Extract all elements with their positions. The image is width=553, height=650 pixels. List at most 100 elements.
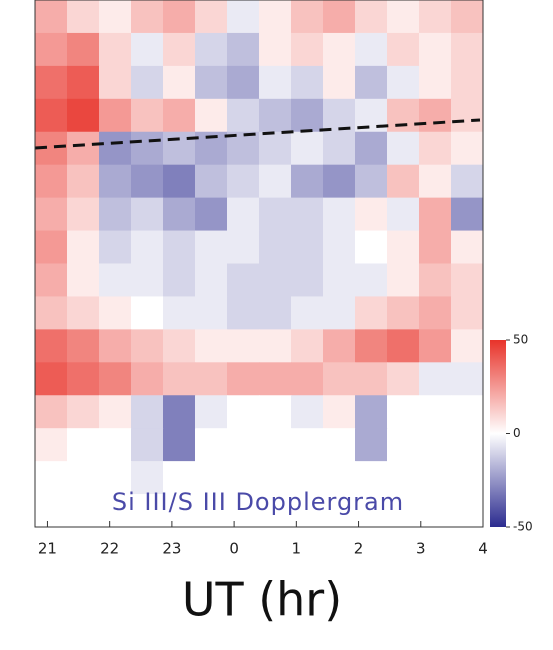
heatmap-cell	[195, 263, 228, 297]
heatmap-cell	[323, 329, 356, 363]
heatmap-cell	[67, 494, 100, 528]
heatmap-cell	[35, 395, 68, 429]
heatmap-cell	[131, 164, 164, 199]
heatmap-cell	[451, 0, 484, 34]
heatmap-cell	[291, 197, 324, 232]
heatmap-cell	[35, 32, 68, 67]
heatmap-cell	[355, 329, 388, 363]
heatmap-cell	[163, 494, 196, 528]
heatmap-cell	[291, 263, 324, 297]
heatmap-cell	[291, 362, 324, 396]
heatmap-cell	[195, 362, 228, 396]
heatmap-cell	[323, 98, 356, 133]
heatmap-cell	[323, 461, 356, 495]
heatmap-cell	[323, 131, 356, 166]
heatmap-cell	[323, 428, 356, 462]
heatmap-cell	[131, 395, 164, 429]
heatmap-cell	[227, 0, 260, 34]
heatmap-cell	[67, 131, 100, 166]
heatmap-cell	[35, 296, 68, 330]
heatmap-cell	[163, 362, 196, 396]
heatmap-cell	[99, 164, 132, 199]
heatmap-cell	[419, 296, 452, 330]
heatmap-cell	[355, 32, 388, 67]
heatmap-cell	[131, 230, 164, 264]
heatmap-cell	[195, 494, 228, 528]
x-tick-label: 1	[292, 540, 302, 558]
heatmap-cell	[451, 164, 484, 199]
heatmap-cell	[227, 494, 260, 528]
heatmap	[35, 0, 484, 528]
heatmap-cell	[451, 296, 484, 330]
heatmap-cell	[227, 362, 260, 396]
heatmap-cell	[291, 131, 324, 166]
heatmap-cell	[259, 197, 292, 232]
heatmap-cell	[419, 164, 452, 199]
heatmap-cell	[291, 164, 324, 199]
heatmap-cell	[419, 0, 452, 34]
heatmap-cell	[163, 65, 196, 100]
heatmap-cell	[387, 131, 420, 166]
x-tick-label: 0	[229, 540, 239, 558]
heatmap-cell	[355, 131, 388, 166]
heatmap-cell	[355, 164, 388, 199]
heatmap-cell	[323, 0, 356, 34]
heatmap-cell	[131, 0, 164, 34]
colorbar	[490, 340, 506, 527]
heatmap-cell	[67, 98, 100, 133]
heatmap-cell	[195, 197, 228, 232]
heatmap-cell	[355, 461, 388, 495]
x-axis-label: UT (hr)	[182, 573, 342, 627]
heatmap-cell	[259, 296, 292, 330]
heatmap-cell	[67, 164, 100, 199]
heatmap-cell	[419, 32, 452, 67]
heatmap-cell	[387, 197, 420, 232]
heatmap-cell	[259, 461, 292, 495]
heatmap-cell	[35, 197, 68, 232]
heatmap-cell	[195, 230, 228, 264]
heatmap-cell	[195, 296, 228, 330]
heatmap-cell	[419, 461, 452, 495]
heatmap-cell	[99, 0, 132, 34]
heatmap-cell	[355, 362, 388, 396]
heatmap-cell	[35, 362, 68, 396]
heatmap-cell	[163, 98, 196, 133]
heatmap-cell	[259, 65, 292, 100]
x-tick-label: 21	[38, 540, 57, 558]
heatmap-cell	[163, 329, 196, 363]
heatmap-cell	[195, 32, 228, 67]
heatmap-cell	[323, 494, 356, 528]
heatmap-cell	[227, 131, 260, 166]
heatmap-cell	[259, 164, 292, 199]
colorbar-tick-label: 50	[513, 333, 528, 347]
heatmap-cell	[163, 296, 196, 330]
heatmap-cell	[259, 428, 292, 462]
heatmap-cell	[99, 329, 132, 363]
heatmap-cell	[419, 263, 452, 297]
heatmap-cell	[355, 197, 388, 232]
heatmap-cell	[323, 362, 356, 396]
heatmap-cell	[419, 428, 452, 462]
heatmap-cell	[131, 362, 164, 396]
heatmap-cell	[291, 230, 324, 264]
heatmap-cell	[451, 98, 484, 133]
heatmap-cell	[35, 263, 68, 297]
heatmap-cell	[227, 230, 260, 264]
heatmap-cell	[163, 32, 196, 67]
heatmap-cell	[387, 494, 420, 528]
heatmap-cell	[323, 65, 356, 100]
heatmap-cell	[99, 197, 132, 232]
heatmap-cell	[419, 98, 452, 133]
heatmap-cell	[355, 296, 388, 330]
heatmap-cell	[323, 164, 356, 199]
heatmap-cell	[35, 230, 68, 264]
heatmap-cell	[323, 263, 356, 297]
heatmap-cell	[387, 395, 420, 429]
heatmap-cell	[35, 164, 68, 199]
heatmap-cell	[99, 362, 132, 396]
heatmap-cell	[163, 395, 196, 429]
x-tick-label: 2	[354, 540, 364, 558]
heatmap-cell	[67, 461, 100, 495]
heatmap-cell	[99, 296, 132, 330]
heatmap-cell	[451, 263, 484, 297]
